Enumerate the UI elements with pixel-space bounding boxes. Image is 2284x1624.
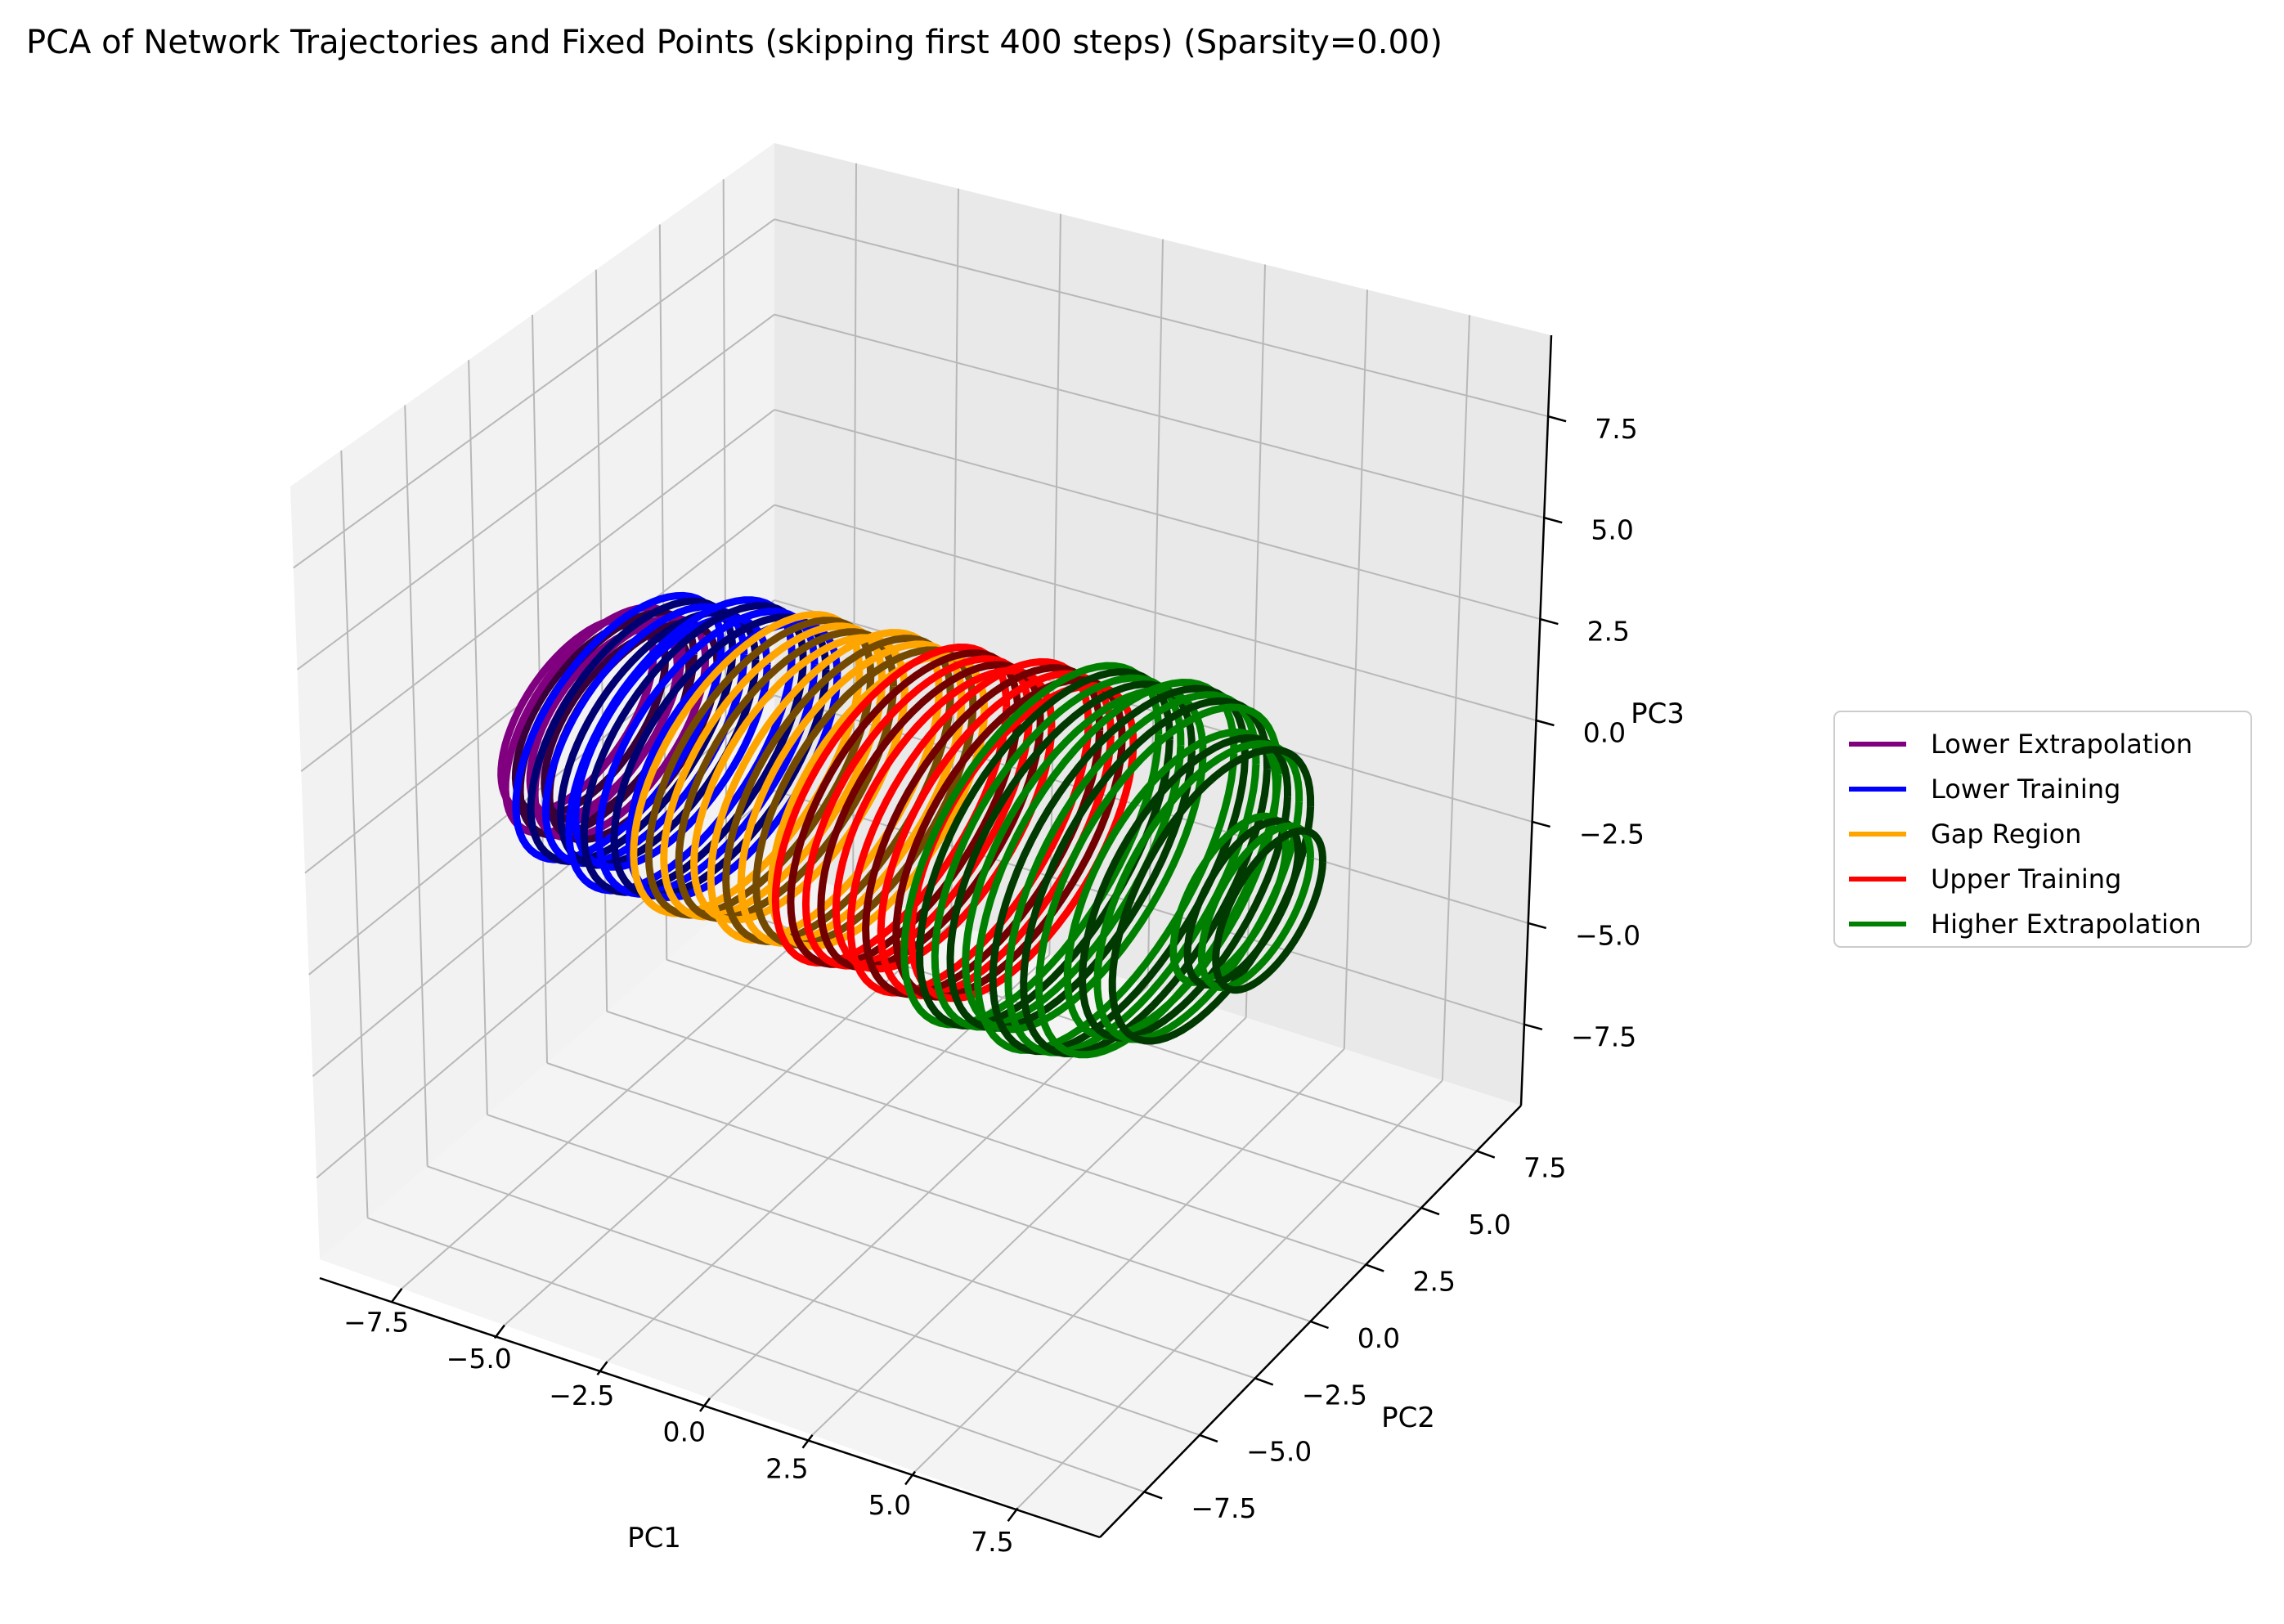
grid-back-z — [774, 218, 1549, 418]
legend-frame — [1833, 711, 2252, 948]
x-tick-6-mark — [1007, 1507, 1019, 1522]
trajectory-loop-2-1-1 — [722, 635, 954, 945]
x-tick-4-mark — [801, 1433, 814, 1449]
grid-left-z — [293, 218, 775, 569]
z-tick-2-label: −2.5 — [1579, 819, 1645, 850]
z-tick-4-label: 2.5 — [1587, 616, 1630, 648]
grid-back-z — [774, 504, 1537, 721]
trajectory-loop-2-1-2 — [737, 640, 966, 947]
x-tick-4-label: 2.5 — [765, 1452, 808, 1484]
x-tick-3-label: 0.0 — [663, 1416, 706, 1448]
z-tick-0-mark — [1523, 1023, 1543, 1031]
trajectory-loop-2-0-0 — [630, 611, 864, 917]
y-tick-5-mark — [1420, 1206, 1440, 1216]
axis-ticks: −7.5 −5.0 −2.5 0.0 2.5 5.0 7.5 −7.5 −5.0 −2.5 0.0 2… — [343, 413, 1645, 1558]
y-tick-3-mark — [1310, 1320, 1329, 1330]
legend-label-3: Upper Training — [1931, 864, 2121, 895]
y-tick-1-label: −5.0 — [1246, 1436, 1312, 1468]
x-tick-5-label: 5.0 — [868, 1489, 911, 1521]
trajectory-loop-2-0-1 — [644, 617, 875, 919]
y-tick-3-label: 0.0 — [1357, 1322, 1400, 1354]
grid-left-z — [300, 409, 775, 772]
x-axis-label: PC1 — [627, 1522, 681, 1554]
y-tick-2-label: −2.5 — [1302, 1379, 1367, 1411]
trajectory-loop-4-3-1 — [1183, 817, 1302, 989]
legend-items: Lower Extrapolation Lower Training Gap Reg… — [1849, 729, 2201, 940]
trajectory-loop-4-0-3 — [946, 680, 1196, 1032]
x-tick-1-mark — [493, 1324, 505, 1339]
legend-label-1: Lower Training — [1931, 774, 2120, 805]
z-tick-0-label: −7.5 — [1571, 1021, 1636, 1052]
y-tick-2-mark — [1254, 1377, 1274, 1386]
y-tick-6-mark — [1476, 1150, 1496, 1159]
y-tick-5-label: 5.0 — [1468, 1209, 1510, 1240]
z-tick-1-label: −5.0 — [1575, 919, 1640, 951]
trajectory-loop-4-2-1 — [1079, 734, 1291, 1042]
trajectory-loop-3-1-2 — [877, 670, 1115, 999]
trajectory-loop-4-3-3 — [1212, 827, 1326, 994]
trajectory-loop-3-0-1 — [787, 649, 1022, 968]
z-axis-label: PC3 — [1631, 698, 1685, 730]
y-tick-6-label: 7.5 — [1523, 1151, 1566, 1183]
grid-floor-y — [606, 1010, 1366, 1266]
grid-floor-y — [666, 958, 1422, 1209]
x-tick-2-label: −2.5 — [549, 1380, 614, 1411]
grid-back-z — [774, 409, 1541, 621]
trajectory-loop-4-3-0 — [1169, 812, 1290, 986]
z-tick-5-label: 5.0 — [1591, 514, 1633, 546]
y-tick-4-mark — [1365, 1263, 1384, 1272]
grid-floor-y — [427, 1165, 1200, 1436]
chart-title: PCA of Network Trajectories and Fixed Po… — [26, 24, 1443, 61]
grid-floor-y — [367, 1217, 1145, 1493]
grid-floor-y — [487, 1114, 1256, 1380]
z-tick-3-mark — [1536, 719, 1555, 727]
legend-label-2: Gap Region — [1931, 819, 2081, 850]
trajectory-loop-4-0-2 — [931, 674, 1185, 1031]
z-tick-2-mark — [1532, 820, 1550, 828]
x-tick-3-mark — [699, 1397, 711, 1412]
trajectory-loop-1-1-1 — [580, 602, 807, 896]
y-tick-1-mark — [1199, 1433, 1218, 1443]
x-tick-0-mark — [391, 1288, 403, 1303]
x-tick-1-label: −5.0 — [446, 1343, 512, 1375]
z-tick-6-label: 7.5 — [1595, 413, 1637, 445]
trajectory-loop-1-1-0 — [565, 596, 796, 895]
z-tick-1-mark — [1528, 922, 1547, 930]
trajectory-loop-2-0-2 — [660, 622, 886, 921]
x-tick-0-label: −7.5 — [343, 1306, 409, 1338]
pane-floor — [320, 867, 1521, 1537]
trajectories — [497, 591, 1326, 1059]
x-tick-2-mark — [596, 1361, 608, 1376]
x-axis-line — [319, 1276, 1101, 1539]
trajectory-loop-4-3-2 — [1197, 822, 1314, 992]
y-tick-4-label: 2.5 — [1412, 1265, 1455, 1297]
grid-left-z — [296, 313, 775, 671]
x-tick-6-label: 7.5 — [971, 1526, 1013, 1558]
z-tick-5-mark — [1543, 516, 1563, 524]
legend: Lower Extrapolation Lower Training Gap Reg… — [1833, 711, 2252, 948]
z-tick-6-mark — [1547, 415, 1567, 423]
trajectory-loop-4-0-1 — [916, 668, 1173, 1030]
grid-back-z — [774, 313, 1545, 519]
trajectory-loop-2-1-3 — [752, 646, 977, 949]
trajectory-loop-4-1-1 — [989, 684, 1249, 1056]
z-tick-4-mark — [1540, 617, 1559, 626]
x-tick-5-mark — [904, 1470, 917, 1486]
trajectory-loop-3-0-0 — [771, 644, 1011, 967]
y-axis-label: PC2 — [1381, 1402, 1435, 1434]
legend-label-0: Lower Extrapolation — [1931, 729, 2192, 760]
y-tick-0-mark — [1143, 1491, 1163, 1500]
legend-label-4: Higher Extrapolation — [1931, 908, 2201, 940]
grid-floor-y — [546, 1062, 1311, 1322]
z-tick-3-label: 0.0 — [1583, 717, 1626, 749]
y-tick-0-label: −7.5 — [1191, 1492, 1256, 1524]
trajectory-loop-4-1-0 — [973, 679, 1238, 1054]
